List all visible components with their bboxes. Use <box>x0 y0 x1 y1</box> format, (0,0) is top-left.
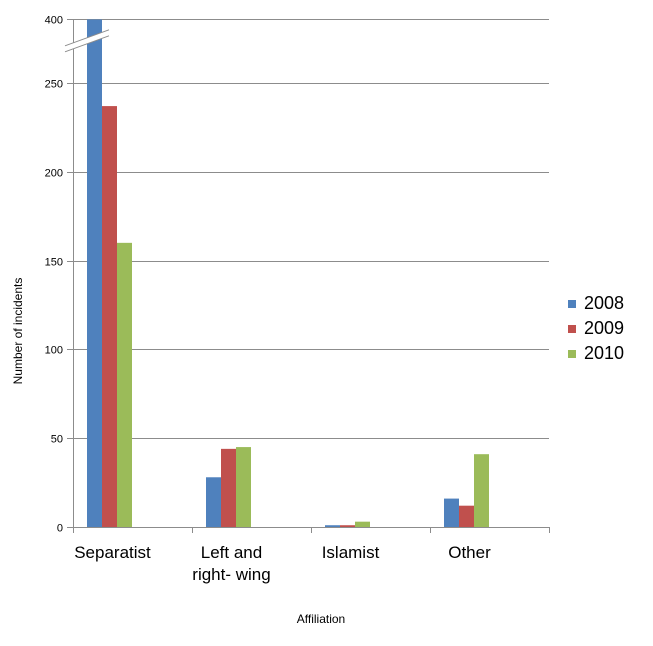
legend-swatch-2010 <box>568 350 576 358</box>
bar-2009-left-and-right-wing <box>221 448 236 527</box>
bar-2009-islamist <box>340 525 355 527</box>
legend: 2008 2009 2010 <box>568 293 624 363</box>
bar-2010-separatist <box>117 242 132 527</box>
bar-2008-islamist <box>325 525 340 527</box>
legend-label-2008: 2008 <box>584 293 624 313</box>
gridlines <box>73 19 549 439</box>
x-category-labels: Separatist Left and right- wing Islamist Oth… <box>74 543 491 584</box>
bar-2010-islamist <box>355 521 370 527</box>
y-tick-label: 0 <box>57 523 63 535</box>
legend-label-2010: 2010 <box>584 343 624 363</box>
bar-2009-separatist <box>102 106 117 527</box>
legend-label-2009: 2009 <box>584 318 624 338</box>
bar-2008-other <box>444 498 459 527</box>
x-axis-title: Affiliation <box>297 612 345 626</box>
x-category-label: Islamist <box>322 543 380 562</box>
bars <box>87 19 489 528</box>
y-tick-label: 250 <box>45 79 63 91</box>
y-tick-label: 400 <box>45 15 63 27</box>
bar-2010-other <box>474 454 489 527</box>
axes <box>64 19 550 533</box>
bar-2009-other <box>459 505 474 527</box>
legend-swatch-2009 <box>568 325 576 333</box>
x-category-label: Left and right- wing <box>192 543 270 584</box>
x-category-label: Separatist <box>74 543 151 562</box>
y-tick-label: 150 <box>45 257 63 269</box>
y-tick-label: 50 <box>51 434 63 446</box>
y-tick-label: 200 <box>45 168 63 180</box>
y-axis-title: Number of incidents <box>11 278 25 385</box>
axis-break-mark <box>64 29 110 47</box>
y-tick-label: 100 <box>45 345 63 357</box>
legend-swatch-2008 <box>568 300 576 308</box>
bar-2010-left-and-right-wing <box>236 447 251 527</box>
bar-2008-left-and-right-wing <box>206 477 221 527</box>
y-tick-labels: 0 50 100 150 200 250 400 <box>45 15 63 535</box>
bar-2008-separatist <box>87 19 102 528</box>
axis-break-gap <box>65 29 109 52</box>
x-category-label: Other <box>448 543 491 562</box>
axis-break-mark <box>64 35 110 53</box>
